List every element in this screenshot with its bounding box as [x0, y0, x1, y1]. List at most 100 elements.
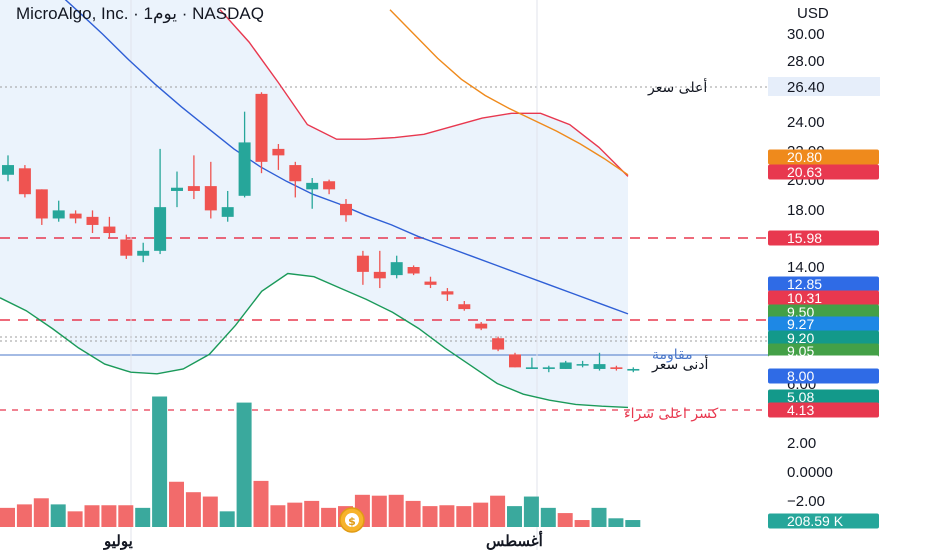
- candle-body: [458, 304, 471, 310]
- upper-band-line: [219, 9, 629, 177]
- volume-bar: [557, 513, 573, 527]
- high-price-annotation: أعلى سعر: [647, 78, 707, 96]
- candle-body: [373, 271, 386, 279]
- candle-body: [576, 364, 589, 366]
- volume-bar: [439, 505, 455, 527]
- x-label-august: أغسطس: [486, 530, 543, 550]
- volume-bar: [456, 506, 472, 527]
- volume-bar: [490, 495, 506, 527]
- price-tag-bg: [768, 330, 879, 346]
- highlight-tag: 26.40: [787, 79, 825, 96]
- candle-body: [120, 239, 133, 256]
- candle-body: [525, 367, 538, 369]
- y-tick-label: 18.00: [787, 202, 825, 219]
- volume-bar: [371, 495, 387, 527]
- band-fill-area: [0, 0, 628, 408]
- candle-body: [272, 148, 285, 156]
- candle-body: [509, 354, 521, 368]
- volume-bar: [287, 502, 303, 527]
- volume-bar: [118, 505, 134, 527]
- price-tag-bg: [768, 304, 879, 320]
- x-label-july: يوليو: [103, 533, 133, 550]
- volume-bar: [523, 496, 539, 527]
- candle-body: [289, 165, 302, 182]
- price-tag-bg: [768, 389, 879, 405]
- candle-body: [69, 213, 82, 219]
- y-tick-label: 14.00: [787, 259, 825, 276]
- candle-body: [424, 281, 437, 285]
- price-tag-label: 15.98: [787, 230, 822, 246]
- chart-title: MicroAlgo, Inc. · 1يوم · NASDAQ: [16, 4, 264, 24]
- price-tag-bg: [768, 276, 879, 292]
- price-tag-bg: [768, 343, 879, 359]
- highlight-tag-bg: [768, 77, 880, 96]
- price-tag-label: 9.05: [787, 343, 814, 359]
- candle-body: [627, 368, 640, 371]
- candle-body: [86, 216, 99, 225]
- candle-body: [221, 207, 234, 217]
- y-tick-label: 0.0000: [787, 464, 833, 481]
- orange-ma-line: [389, 9, 629, 176]
- candle-body: [255, 93, 268, 162]
- price-tag-label: 20.80: [787, 149, 822, 165]
- price-tag-bg: [768, 368, 879, 384]
- price-tag-bg: [768, 355, 879, 371]
- volume-bar: [270, 505, 286, 527]
- price-tag-label: 9.27: [787, 316, 814, 332]
- y-tick-label: 24.00: [787, 114, 825, 131]
- volume-bar: [169, 481, 184, 527]
- price-tag-label: 208.59 K: [787, 513, 844, 529]
- candle-body: [356, 255, 369, 272]
- volume-bar: [84, 505, 100, 527]
- candle-body: [492, 338, 505, 350]
- reference-lines: [0, 0, 770, 550]
- price-tag-bg: [768, 402, 879, 418]
- price-tag-bg: [768, 316, 879, 332]
- candle-body: [542, 367, 555, 369]
- volume-bar: [625, 520, 641, 527]
- price-axis[interactable]: USD 30.0028.0024.0022.0020.0018.0014.006…: [768, 5, 880, 529]
- y-tick-label: 2.00: [787, 435, 816, 452]
- y-tick-label: −2.00: [787, 493, 825, 510]
- price-tag-label: 4.13: [787, 402, 814, 418]
- price-tag-label: 5.08: [787, 389, 814, 405]
- volume-bar: [507, 506, 522, 527]
- y-tick-label: 30.00: [787, 26, 825, 43]
- candles: [2, 92, 640, 373]
- band-fill: [0, 0, 628, 408]
- candle-body: [559, 362, 572, 369]
- volume-bar: [33, 498, 49, 527]
- volume-bar: [236, 402, 252, 527]
- volume-bar: [591, 507, 607, 527]
- volume-bar: [388, 494, 404, 527]
- candle-body: [154, 207, 167, 251]
- candle-body: [306, 182, 319, 190]
- price-tag-label: 10.31: [787, 290, 822, 306]
- volume-bar: [219, 511, 235, 527]
- y-tick-label: 28.00: [787, 53, 825, 70]
- volume-bar: [0, 507, 15, 527]
- price-tag-bg: [768, 513, 879, 529]
- volume-bar: [101, 505, 117, 527]
- price-tag-label: 20.63: [787, 164, 822, 180]
- volume-bar: [202, 496, 218, 527]
- candle-body: [187, 186, 200, 191]
- volume-bar: [405, 500, 421, 527]
- volume-bar: [304, 500, 320, 527]
- candle-body: [340, 203, 352, 216]
- dividend-icon[interactable]: $: [339, 507, 365, 533]
- price-tag-label: 9.20: [787, 330, 814, 346]
- bollinger-bands: [0, 0, 629, 409]
- candle-body: [238, 142, 251, 196]
- candle-body: [441, 291, 454, 295]
- volume-bar: [152, 396, 168, 527]
- volume-bar: [321, 507, 337, 527]
- candle-body: [593, 364, 606, 369]
- lower-band-line: [0, 272, 629, 409]
- volume-bar: [67, 511, 83, 527]
- volume-bar: [185, 492, 201, 527]
- volume-bar: [608, 518, 624, 527]
- volume-bar: [50, 504, 66, 527]
- candle-body: [475, 323, 488, 329]
